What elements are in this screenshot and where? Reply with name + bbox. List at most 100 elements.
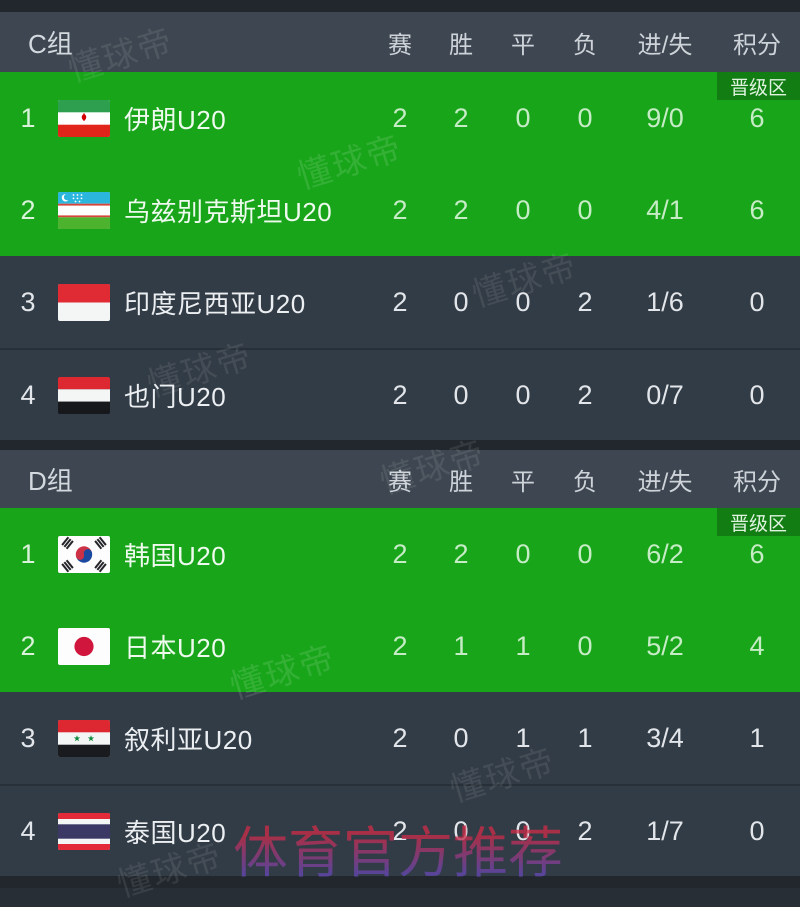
table-row-indonesia[interactable]: 3 印度尼西亚U20 2 0 0 2 1/6 0 xyxy=(0,256,800,348)
played: 2 xyxy=(392,379,408,410)
win: 1 xyxy=(453,630,469,661)
goals: 4/1 xyxy=(646,194,684,225)
team-name: 日本U20 xyxy=(124,632,227,663)
played: 2 xyxy=(392,815,408,846)
points: 6 xyxy=(749,538,765,569)
table-row-syria[interactable]: 3 叙利亚U20 2 0 1 1 3/4 1 xyxy=(0,692,800,784)
promotion-zone-badge: 晋级区 xyxy=(716,508,800,536)
points: 6 xyxy=(749,102,765,133)
win: 2 xyxy=(453,194,469,225)
group-c-label: C组 xyxy=(28,28,73,59)
win: 2 xyxy=(453,538,469,569)
syria-flag-icon xyxy=(58,719,110,757)
points: 4 xyxy=(749,630,765,661)
loss: 0 xyxy=(577,630,593,661)
goals: 6/2 xyxy=(646,538,684,569)
indonesia-flag-icon xyxy=(58,283,110,321)
points: 0 xyxy=(749,815,765,846)
points: 1 xyxy=(749,722,765,753)
table-row-south-korea[interactable]: 1 韩国U20 2 2 0 0 6/2 6 xyxy=(0,508,800,600)
col-draw: 平 xyxy=(511,31,535,59)
played: 2 xyxy=(392,630,408,661)
rank: 2 xyxy=(20,194,36,225)
thailand-flag-icon xyxy=(58,812,110,850)
col-win: 胜 xyxy=(449,31,473,59)
team-name: 印度尼西亚U20 xyxy=(124,288,306,319)
col-loss: 负 xyxy=(573,31,597,59)
win: 2 xyxy=(453,102,469,133)
rank: 1 xyxy=(20,538,36,569)
rank: 3 xyxy=(20,286,36,317)
team-name: 韩国U20 xyxy=(124,540,227,571)
loss: 0 xyxy=(577,538,593,569)
table-row-yemen[interactable]: 4 也门U20 2 0 0 2 0/7 0 xyxy=(0,348,800,440)
group-d-label: D组 xyxy=(28,465,73,496)
col-loss: 负 xyxy=(573,468,597,496)
played: 2 xyxy=(392,194,408,225)
table-row-uzbekistan[interactable]: 2 乌兹别克斯坦U20 2 2 0 0 4/1 6 xyxy=(0,164,800,256)
uzbekistan-flag-icon xyxy=(58,191,110,229)
draw: 0 xyxy=(515,815,531,846)
draw: 1 xyxy=(515,630,531,661)
team-name: 乌兹别克斯坦U20 xyxy=(124,196,333,227)
points: 0 xyxy=(749,379,765,410)
draw: 0 xyxy=(515,286,531,317)
played: 2 xyxy=(392,102,408,133)
south-korea-flag-icon xyxy=(58,535,110,573)
col-goals: 进/失 xyxy=(637,31,693,59)
loss: 2 xyxy=(577,286,593,317)
group-d-promotion-zone: 晋级区 1 韩国U20 2 2 0 0 6/2 6 2 日本U20 2 1 1 … xyxy=(0,508,800,692)
rank: 2 xyxy=(20,630,36,661)
goals: 9/0 xyxy=(646,102,684,133)
played: 2 xyxy=(392,722,408,753)
yemen-flag-icon xyxy=(58,376,110,414)
team-name: 伊朗U20 xyxy=(124,104,227,135)
loss: 0 xyxy=(577,102,593,133)
table-row-iran[interactable]: 1 伊朗U20 2 2 0 0 9/0 6 xyxy=(0,72,800,164)
col-played: 赛 xyxy=(388,468,412,496)
loss: 2 xyxy=(577,379,593,410)
japan-flag-icon xyxy=(58,627,110,665)
rank: 3 xyxy=(20,722,36,753)
loss: 1 xyxy=(577,722,593,753)
points: 0 xyxy=(749,286,765,317)
rank: 1 xyxy=(20,102,36,133)
rank: 4 xyxy=(20,815,36,846)
win: 0 xyxy=(453,815,469,846)
loss: 2 xyxy=(577,815,593,846)
group-c-header: C组 赛 胜 平 负 进/失 积分 xyxy=(0,12,800,72)
goals: 3/4 xyxy=(646,722,684,753)
win: 0 xyxy=(453,379,469,410)
col-win: 胜 xyxy=(449,468,473,496)
draw: 0 xyxy=(515,102,531,133)
section-divider xyxy=(0,0,800,12)
goals: 1/7 xyxy=(646,815,684,846)
draw: 0 xyxy=(515,194,531,225)
col-points: 积分 xyxy=(733,468,781,496)
team-name: 叙利亚U20 xyxy=(124,724,253,755)
draw: 0 xyxy=(515,538,531,569)
iran-flag-icon xyxy=(58,99,110,137)
played: 2 xyxy=(392,538,408,569)
promotion-zone-badge: 晋级区 xyxy=(716,72,800,100)
section-divider xyxy=(0,876,800,888)
loss: 0 xyxy=(577,194,593,225)
team-name: 也门U20 xyxy=(124,381,227,412)
section-divider xyxy=(0,440,800,450)
draw: 0 xyxy=(515,379,531,410)
col-goals: 进/失 xyxy=(637,468,693,496)
played: 2 xyxy=(392,286,408,317)
col-points: 积分 xyxy=(733,31,781,59)
table-row-japan[interactable]: 2 日本U20 2 1 1 0 5/2 4 xyxy=(0,600,800,692)
win: 0 xyxy=(453,286,469,317)
win: 0 xyxy=(453,722,469,753)
team-name: 泰国U20 xyxy=(124,817,227,848)
table-row-thailand[interactable]: 4 泰国U20 2 0 0 2 1/7 0 xyxy=(0,784,800,876)
group-c-promotion-zone: 晋级区 1 伊朗U20 2 2 0 0 9/0 6 2 乌兹别克斯坦U20 2 … xyxy=(0,72,800,256)
rank: 4 xyxy=(20,379,36,410)
goals: 1/6 xyxy=(646,286,684,317)
draw: 1 xyxy=(515,722,531,753)
goals: 5/2 xyxy=(646,630,684,661)
group-d-header: D组 赛 胜 平 负 进/失 积分 xyxy=(0,450,800,508)
